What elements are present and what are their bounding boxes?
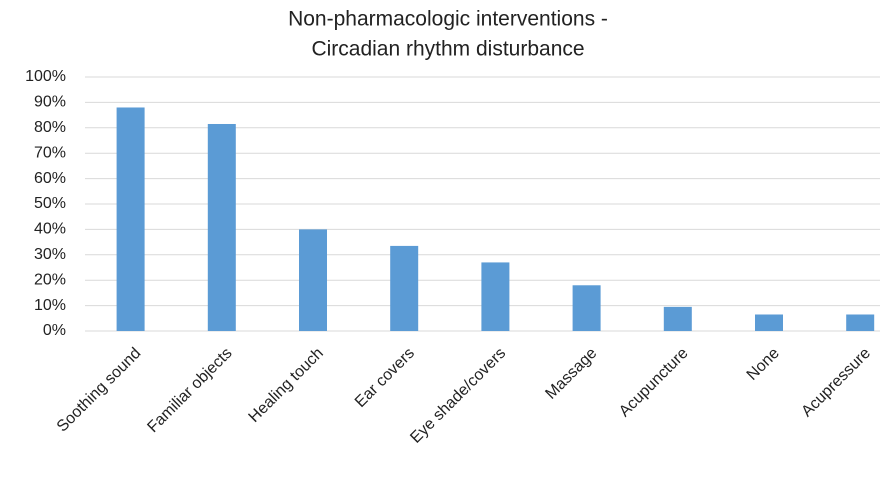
x-tick-label: None	[744, 345, 783, 384]
bar	[846, 314, 875, 331]
bar	[481, 262, 510, 331]
bar	[390, 245, 419, 331]
y-tick-label: 50%	[34, 195, 66, 212]
y-tick-label: 30%	[34, 246, 66, 263]
y-tick-label: 10%	[34, 297, 66, 314]
x-tick-label: Massage	[542, 345, 600, 403]
y-tick-label: 0%	[43, 322, 66, 339]
y-tick-label: 90%	[34, 94, 66, 111]
chart-title: Non-pharmacologic interventions -	[288, 8, 608, 31]
x-tick-label: Acupressure	[798, 345, 874, 421]
y-tick-label: 70%	[34, 144, 66, 161]
x-tick-label: Soothing sound	[54, 345, 145, 436]
y-tick-label: 60%	[34, 170, 66, 187]
x-tick-label: Healing touch	[246, 345, 327, 426]
y-tick-label: 40%	[34, 221, 66, 238]
bar	[572, 285, 601, 331]
bar	[663, 306, 692, 331]
y-tick-label: 80%	[34, 119, 66, 136]
y-tick-label: 20%	[34, 271, 66, 288]
x-tick-label: Familiar objects	[144, 345, 235, 436]
bar	[116, 107, 145, 331]
x-tick-label: Acupuncture	[616, 345, 692, 421]
x-tick-label: Ear covers	[352, 345, 418, 411]
bar	[299, 229, 327, 331]
y-tick-label: 100%	[25, 68, 66, 85]
chart-title: Circadian rhythm disturbance	[311, 38, 584, 61]
bar	[207, 123, 236, 332]
bar	[755, 314, 783, 331]
x-tick-label: Eye shade/covers	[407, 345, 509, 447]
